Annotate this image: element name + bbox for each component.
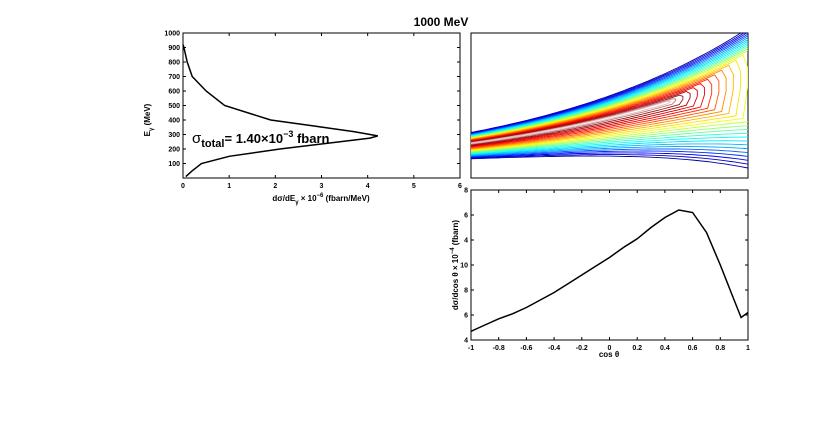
label-part: γ bbox=[149, 127, 155, 131]
y-tick-label: 10 bbox=[460, 263, 468, 270]
curve bbox=[182, 44, 379, 178]
y-tick-label: 1000 bbox=[164, 31, 180, 38]
x-tick-label: 0.8 bbox=[715, 345, 725, 352]
y-tick-label: 400 bbox=[168, 118, 180, 125]
contour-line bbox=[471, 54, 748, 151]
x-tick-label: 4 bbox=[366, 183, 370, 190]
contour-line bbox=[471, 33, 748, 161]
y-tick-label: 6 bbox=[464, 313, 468, 320]
y-tick-label: 6 bbox=[464, 213, 468, 220]
contour-line bbox=[471, 48, 748, 153]
y-tick-label: 200 bbox=[168, 147, 180, 154]
axes-frame bbox=[470, 189, 749, 341]
contour-line bbox=[471, 82, 705, 148]
x-tick-label: 2 bbox=[273, 183, 277, 190]
contour-line bbox=[471, 74, 720, 149]
contour-line bbox=[471, 59, 741, 151]
x-tick-label: 0 bbox=[181, 183, 185, 190]
label-part: × 10 bbox=[299, 194, 318, 203]
x-tick-label: 0.4 bbox=[660, 345, 670, 352]
contour-line bbox=[471, 37, 748, 157]
annotation-part: total bbox=[201, 138, 224, 150]
x-tick-label: 6 bbox=[458, 183, 462, 190]
x-tick-label: 0.2 bbox=[632, 345, 642, 352]
contour-line bbox=[471, 94, 684, 146]
x-tick-label: 0.6 bbox=[688, 345, 698, 352]
y-tick-label: 8 bbox=[464, 188, 468, 195]
y-tick-label: 100 bbox=[168, 161, 180, 168]
y-tick-label: 500 bbox=[168, 103, 180, 110]
y-tick-label: 700 bbox=[168, 74, 180, 81]
x-axis-label: dσ/dEγ × 10−6 (fbarn/MeV) bbox=[272, 193, 370, 206]
label-part: −4 bbox=[450, 247, 456, 255]
label-part: −6 bbox=[317, 193, 325, 199]
x-tick-label: -0.8 bbox=[493, 345, 505, 352]
y-tick-label: 4 bbox=[464, 338, 468, 345]
annotation: σtotal= 1.40×10−3 fbarn bbox=[192, 129, 329, 150]
y-tick-label: 600 bbox=[168, 89, 180, 96]
contour-line bbox=[471, 35, 748, 157]
x-tick-label: -0.2 bbox=[576, 345, 588, 352]
contour-line bbox=[471, 100, 671, 145]
label-part: (fbarn) bbox=[451, 220, 460, 248]
annotation-part: −3 bbox=[283, 129, 293, 139]
contour-line bbox=[471, 46, 748, 153]
contour-line bbox=[471, 64, 734, 150]
contour-line bbox=[471, 33, 748, 169]
label-part: E bbox=[143, 130, 152, 136]
contour-line bbox=[471, 38, 748, 156]
x-tick-label: -0.6 bbox=[520, 345, 532, 352]
x-tick-label: 1 bbox=[746, 345, 750, 352]
contour-line bbox=[471, 78, 713, 148]
contour-line bbox=[471, 42, 748, 155]
annotation-part: fbarn bbox=[293, 131, 329, 146]
y-tick-label: 800 bbox=[168, 60, 180, 67]
contour-line bbox=[471, 33, 748, 158]
contour-line bbox=[471, 91, 691, 146]
contour-group bbox=[471, 33, 748, 169]
x-tick-label: -1 bbox=[468, 345, 474, 352]
contour-line bbox=[471, 40, 748, 155]
y-axis-label: Eγ (MeV) bbox=[143, 103, 155, 136]
x-tick-label: 3 bbox=[320, 183, 324, 190]
x-tick-label: -0.4 bbox=[548, 345, 560, 352]
figure-title: 1000 MeV bbox=[414, 15, 469, 29]
contour-line bbox=[471, 69, 727, 150]
label-part: dσ/dcos θ × 10 bbox=[451, 254, 460, 310]
curve bbox=[470, 209, 749, 332]
y-tick-label: 4 bbox=[464, 238, 468, 245]
label-part: (fbarn/MeV) bbox=[323, 194, 370, 203]
y-tick-label: 900 bbox=[168, 45, 180, 52]
contour-line bbox=[471, 33, 748, 165]
annotation-part: = 1.40×10 bbox=[225, 131, 284, 146]
y-axis-label: dσ/dcos θ × 10−4 (fbarn) bbox=[450, 220, 460, 311]
axes-frame bbox=[470, 32, 749, 179]
contour-line bbox=[471, 50, 748, 152]
y-tick-label: 300 bbox=[168, 132, 180, 139]
label-part: γ bbox=[295, 200, 299, 206]
x-tick-label: 1 bbox=[227, 183, 231, 190]
x-axis-label: cos θ bbox=[599, 350, 619, 359]
label-part: dσ/dE bbox=[272, 194, 295, 203]
annotation-part: σ bbox=[192, 130, 202, 147]
x-tick-label: 5 bbox=[412, 183, 416, 190]
x-tick-label: 0 bbox=[608, 345, 612, 352]
contour-line bbox=[471, 44, 748, 154]
label-part: (MeV) bbox=[143, 103, 152, 127]
y-tick-label: 8 bbox=[464, 288, 468, 295]
contour-line bbox=[471, 87, 698, 147]
